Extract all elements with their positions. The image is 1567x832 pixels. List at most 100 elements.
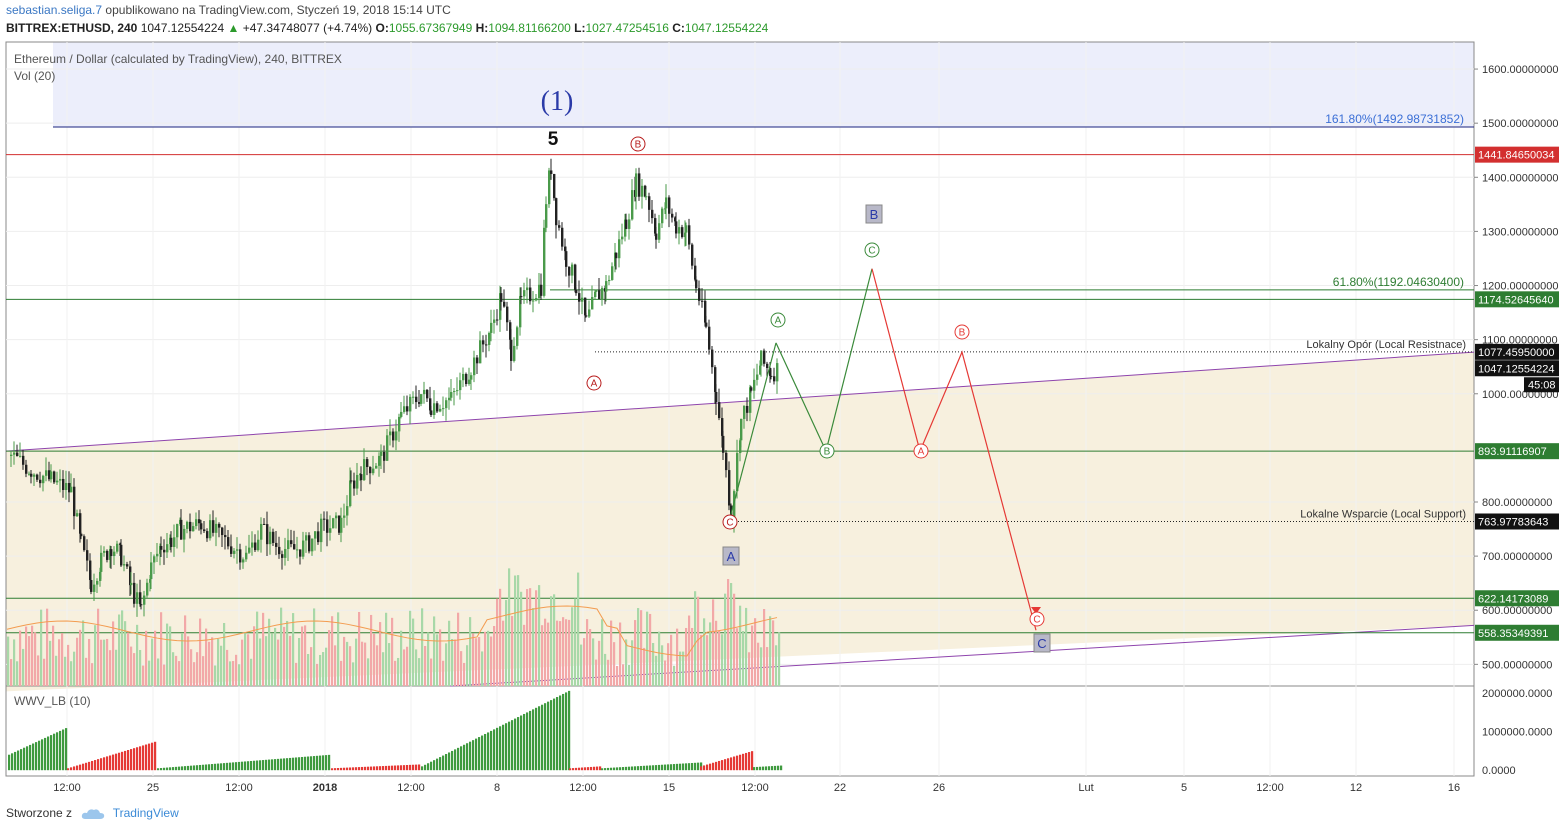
wwv-bar: [274, 759, 277, 771]
wwv-bar: [565, 692, 568, 771]
circle-b-1-text: B: [635, 140, 642, 151]
wwv-bar: [706, 764, 709, 771]
candle-body: [526, 287, 529, 291]
candle-body: [378, 455, 381, 466]
volume-bar: [91, 663, 94, 686]
wwv-bar: [286, 758, 289, 771]
volume-bar: [97, 608, 100, 686]
volume-bar: [622, 664, 625, 686]
volume-bar: [757, 642, 760, 686]
wwv-bar: [394, 765, 397, 771]
wwv-bar: [142, 745, 145, 771]
wave-label-1: (1): [541, 86, 574, 117]
candle-body: [594, 291, 597, 298]
wwv-bar: [685, 763, 688, 771]
candle-body: [535, 298, 538, 301]
candle-body: [584, 297, 587, 316]
x-tick-label: 16: [1448, 782, 1460, 794]
volume-bar: [199, 618, 202, 686]
wwv-bar: [355, 767, 358, 771]
wwv-bar: [610, 767, 613, 771]
volume-bar: [694, 591, 697, 686]
candle-body: [523, 290, 526, 297]
volume-bar: [250, 658, 253, 686]
candle-body: [136, 592, 139, 604]
candle-body: [129, 566, 132, 586]
wwv-bar: [271, 759, 274, 771]
volume-bar: [763, 609, 766, 686]
wwv-bar: [415, 764, 418, 771]
volume-bar: [241, 639, 244, 686]
volume-bar: [112, 621, 115, 686]
indicator-tick-label: 0.0000: [1482, 765, 1516, 777]
wwv-bar: [457, 747, 460, 771]
volume-bar: [697, 596, 700, 686]
wwv-bar: [91, 760, 94, 771]
volume-bar: [253, 626, 256, 686]
wwv-bar: [739, 754, 742, 771]
candle-body: [506, 306, 509, 323]
candle-body: [558, 225, 561, 228]
volume-bar: [85, 657, 88, 686]
ohlc-line: BITTREX:ETHUSD, 240 1047.12554224 ▲ +47.…: [6, 21, 768, 35]
x-tick-label: 15: [663, 782, 675, 794]
level-tag-label: 558.35349391: [1478, 628, 1548, 640]
candle-body: [166, 544, 169, 553]
volume-bar: [58, 639, 61, 686]
candle-body: [615, 252, 618, 259]
tradingview-link[interactable]: TradingView: [112, 806, 179, 820]
candle-body: [641, 185, 644, 197]
candle-body: [56, 480, 59, 483]
candle-body: [426, 389, 429, 399]
candle-body: [146, 582, 149, 596]
candle-body: [516, 327, 519, 346]
volume-bar: [262, 612, 265, 686]
last-price: 1047.12554224: [140, 21, 225, 35]
volume-bar: [49, 640, 52, 686]
volume-bar: [28, 636, 31, 686]
volume-bar: [430, 658, 433, 686]
candle-body: [665, 197, 668, 209]
wwv-bar: [517, 717, 520, 771]
author-link[interactable]: sebastian.seliga.7: [6, 3, 103, 17]
wwv-bar: [475, 738, 478, 771]
volume-bar: [724, 593, 727, 686]
candle-body: [198, 519, 201, 524]
wwv-bar: [337, 768, 340, 771]
volume-bar: [121, 610, 124, 686]
volume-bar: [295, 662, 298, 686]
volume-bar: [775, 645, 778, 686]
volume-bar: [388, 643, 391, 686]
candle-body: [625, 219, 628, 229]
wwv-bar: [11, 753, 14, 771]
wwv-bar: [127, 750, 130, 771]
candle-body: [736, 453, 739, 492]
volume-bar: [517, 575, 520, 686]
wwv-bar: [634, 766, 637, 771]
wwv-bar: [616, 767, 619, 771]
countdown-tag: [1524, 377, 1559, 393]
wwv-bar: [625, 766, 628, 771]
volume-bar: [22, 648, 25, 686]
wwv-bar: [697, 762, 700, 771]
candle-body: [728, 470, 731, 506]
wwv-bar: [373, 766, 376, 771]
candle-body: [439, 408, 442, 412]
candle-body: [90, 580, 93, 592]
candle-body: [329, 528, 332, 533]
wwv-bar: [352, 767, 355, 771]
candle-body: [591, 297, 594, 310]
candle-body: [224, 535, 227, 538]
wwv-bar: [154, 741, 157, 771]
volume-bar: [436, 634, 439, 686]
candle-body: [442, 408, 445, 410]
candle-body: [750, 387, 753, 391]
candle-body: [406, 406, 409, 412]
low-label: L:: [574, 21, 586, 35]
volume-bar: [34, 632, 37, 686]
wwv-bar: [244, 761, 247, 771]
x-tick-label: 26: [933, 782, 945, 794]
volume-bar: [232, 661, 235, 686]
candle-body: [73, 486, 76, 517]
